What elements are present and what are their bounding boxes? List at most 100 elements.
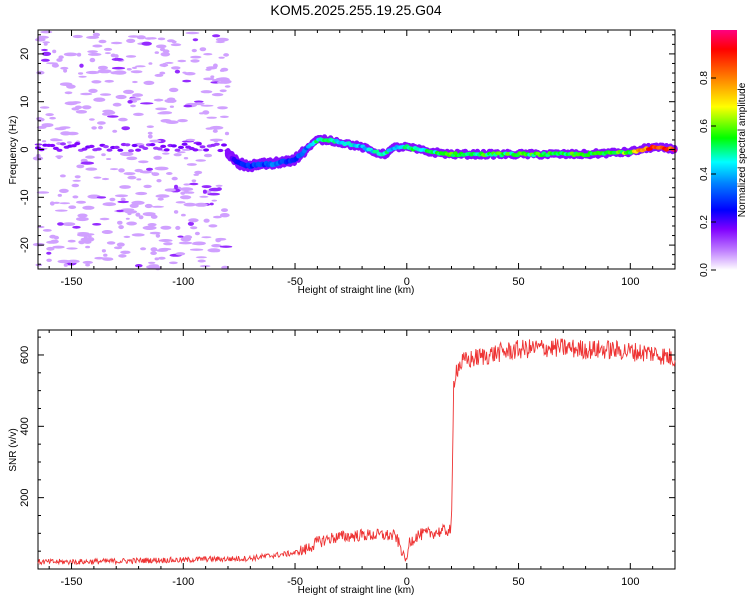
noise-speckle — [175, 225, 181, 230]
noise-band-speckle — [60, 142, 66, 146]
noise-speckle — [179, 195, 192, 200]
noise-speckle — [154, 266, 161, 271]
noise-speckle — [157, 197, 164, 201]
noise-speckle — [102, 257, 114, 261]
noise-speckle — [109, 197, 116, 202]
noise-speckle — [62, 222, 76, 227]
noise-speckle — [102, 202, 117, 207]
x-tick-label: -100 — [172, 276, 194, 288]
colorbar-tick-label: 0.4 — [699, 167, 710, 181]
noise-speckle — [177, 235, 184, 238]
noise-speckle — [154, 51, 159, 54]
noise-band-speckle — [88, 144, 95, 148]
noise-speckle — [185, 31, 200, 35]
noise-speckle — [136, 35, 146, 40]
noise-speckle — [149, 139, 162, 143]
noise-speckle — [203, 153, 213, 158]
noise-speckle — [87, 52, 102, 56]
noise-speckle — [45, 113, 54, 117]
noise-speckle — [203, 218, 210, 223]
noise-speckle — [179, 187, 194, 192]
noise-speckle — [195, 256, 208, 259]
noise-speckle — [194, 231, 200, 236]
noise-speckle — [190, 226, 198, 230]
noise-speckle — [148, 37, 157, 40]
noise-speckle — [83, 240, 92, 244]
noise-speckle — [63, 263, 68, 267]
noise-speckle — [97, 69, 112, 74]
noise-speckle — [177, 151, 186, 154]
noise-speckle — [175, 252, 186, 256]
noise-speckle — [76, 52, 82, 57]
noise-speckle — [56, 58, 63, 62]
noise-speckle — [209, 202, 214, 206]
noise-speckle — [157, 112, 168, 115]
noise-speckle — [177, 119, 188, 123]
noise-speckle — [142, 225, 157, 230]
noise-speckle — [41, 123, 54, 128]
colorbar: 0.0 0.2 0.4 0.6 0.8 Normalized spectral ampl… — [699, 30, 748, 277]
noise-speckle — [64, 91, 73, 95]
noise-speckle — [68, 205, 77, 209]
noise-speckle — [72, 225, 81, 229]
noise-speckle — [114, 194, 129, 198]
noise-speckle — [146, 82, 154, 85]
noise-speckle — [197, 259, 206, 263]
noise-speckle — [36, 191, 50, 194]
noise-speckle — [113, 246, 123, 250]
noise-speckle — [50, 239, 59, 244]
noise-speckle — [199, 195, 209, 198]
noise-speckle — [202, 189, 207, 194]
noise-speckle — [209, 138, 224, 142]
noise-speckle — [51, 63, 60, 68]
noise-speckle — [112, 129, 118, 133]
x-tick-label: -50 — [287, 576, 303, 588]
noise-speckle — [53, 201, 60, 204]
noise-speckle — [202, 110, 210, 115]
noise-speckle — [104, 110, 116, 115]
snr-y-ticks: 200 400 600 — [19, 336, 675, 552]
noise-speckle — [166, 172, 173, 175]
noise-speckle — [101, 230, 113, 234]
noise-speckle — [151, 172, 160, 177]
snr-marks — [37, 338, 676, 566]
noise-band-speckle — [163, 148, 170, 152]
noise-speckle — [77, 213, 88, 218]
noise-speckle — [212, 129, 218, 133]
noise-speckle — [125, 217, 130, 220]
noise-speckle — [157, 37, 166, 41]
colorbar-tick-label: 0.6 — [699, 119, 710, 133]
noise-speckle — [49, 234, 57, 239]
noise-band-speckle — [102, 145, 109, 149]
noise-speckle — [211, 93, 224, 97]
noise-speckle — [58, 55, 64, 59]
noise-speckle — [104, 79, 114, 83]
noise-speckle — [142, 212, 156, 217]
noise-band-speckle — [117, 148, 124, 152]
noise-speckle — [46, 251, 52, 255]
noise-band-speckle — [49, 143, 56, 148]
noise-speckle — [221, 208, 228, 213]
noise-speckle — [182, 190, 191, 194]
noise-speckle — [193, 173, 200, 176]
noise-speckle — [170, 43, 182, 47]
noise-speckle — [177, 59, 187, 63]
noise-speckle — [205, 68, 212, 71]
noise-speckle — [92, 223, 102, 226]
noise-speckle — [82, 260, 94, 264]
y-tick-label: -10 — [19, 189, 31, 205]
spectrogram-x-ticks: -150 -100 -50 0 50 100 — [48, 30, 676, 288]
noise-speckle — [101, 153, 106, 157]
noise-speckle — [159, 71, 166, 75]
y-tick-label: 0 — [19, 146, 31, 152]
noise-speckle — [184, 72, 196, 76]
noise-speckle — [215, 40, 225, 44]
noise-speckle — [132, 93, 144, 97]
noise-speckle — [104, 52, 111, 55]
noise-speckle — [201, 185, 212, 189]
noise-speckle — [203, 53, 213, 56]
snr-panel: -150 -100 -50 0 50 100 200 400 600 Height of st… — [8, 329, 676, 596]
noise-speckle — [103, 47, 113, 51]
noise-speckle — [67, 239, 76, 243]
noise-speckle — [101, 249, 106, 253]
